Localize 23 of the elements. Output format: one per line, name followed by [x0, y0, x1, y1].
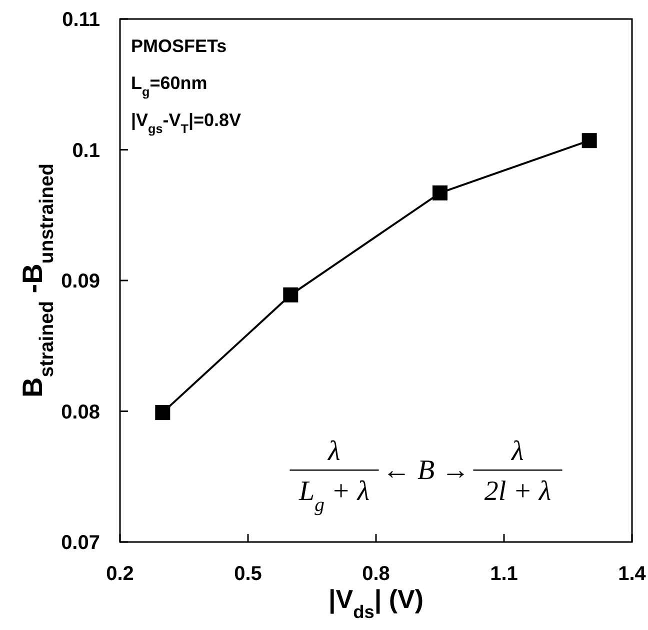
y-tick-label: 0.08	[61, 401, 100, 424]
point	[432, 185, 448, 200]
x-tick-label: 1.1	[490, 563, 518, 585]
x-tick-label: 0.5	[234, 563, 262, 585]
point	[155, 405, 170, 420]
y-tick-label: 0.07	[61, 532, 100, 554]
annotation: PMOSFETs	[131, 36, 227, 56]
annotation: L$_{g}$=60nm	[131, 73, 208, 99]
x-tick-label: 0.2	[106, 563, 134, 585]
x-tick-label: 1.4	[618, 563, 647, 585]
x-tick-label: 0.8	[362, 563, 390, 585]
y-tick-label: 0.11	[62, 9, 100, 31]
annotation: λ	[327, 436, 340, 468]
y-tick-label: 0.09	[61, 270, 100, 292]
x-axis-title: |V$_{ds}$| (V)	[328, 584, 424, 622]
y-tick-label: 0.1	[72, 140, 100, 162]
annotation: L$_{g}$ + λ	[298, 476, 370, 516]
annotation: 2l + λ	[484, 476, 552, 508]
point	[582, 133, 597, 148]
point	[283, 287, 298, 302]
annotation: ← B →	[375, 455, 477, 486]
annotation: λ	[510, 436, 524, 468]
annotation: |V$_{gs}$-V$_{T}$|=0.8V	[131, 110, 242, 136]
